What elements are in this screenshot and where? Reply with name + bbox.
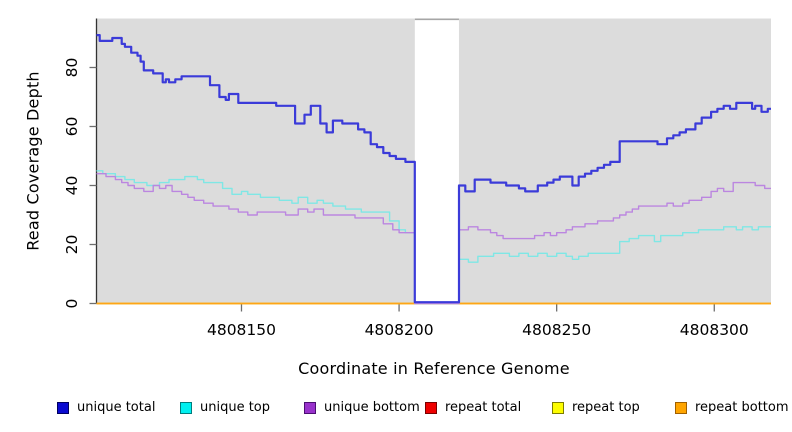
legend-swatch-repeat-total: [425, 402, 437, 414]
legend-swatch-unique-total: [57, 402, 69, 414]
y-tick-label: 80: [63, 58, 81, 78]
x-tick-label: 4808300: [680, 321, 749, 339]
legend-label-unique-bottom: unique bottom: [324, 400, 420, 415]
x-tick-label: 4808150: [207, 321, 276, 339]
legend-label-repeat-total: repeat total: [445, 400, 522, 415]
legend-item-unique-top: unique top: [180, 401, 270, 415]
legend-label-repeat-top: repeat top: [572, 400, 640, 415]
legend-label-unique-top: unique top: [200, 400, 271, 415]
x-tick-label: 4808250: [522, 321, 591, 339]
chart-canvas: 0 20 40 60 80 4808150 4808200 4808250 4808300: [63, 18, 771, 339]
legend-item-repeat-total: repeat total: [425, 401, 521, 415]
legend-item-repeat-bottom: repeat bottom: [675, 401, 789, 415]
y-tick-label: 40: [63, 176, 81, 196]
legend-swatch-repeat-bottom: [675, 402, 687, 414]
legend-label-repeat-bottom: repeat bottom: [695, 400, 789, 415]
legend-label-unique-total: unique total: [77, 400, 156, 415]
legend-swatch-unique-bottom: [304, 402, 316, 414]
y-axis-title: Read Coverage Depth: [23, 71, 43, 251]
y-tick-label: 0: [63, 299, 81, 309]
legend-swatch-unique-top: [180, 402, 192, 414]
x-axis-title: Coordinate in Reference Genome: [298, 359, 570, 378]
x-tick-label: 4808200: [365, 321, 434, 339]
y-tick-label: 20: [63, 235, 81, 255]
series-line-unique-total: [96, 34, 771, 304]
y-tick-label: 60: [63, 117, 81, 137]
legend-swatch-repeat-top: [552, 402, 564, 414]
legend-item-unique-total: unique total: [57, 401, 155, 415]
legend-item-repeat-top: repeat top: [552, 401, 640, 415]
legend-item-unique-bottom: unique bottom: [304, 401, 420, 415]
masked-region: [414, 18, 459, 304]
